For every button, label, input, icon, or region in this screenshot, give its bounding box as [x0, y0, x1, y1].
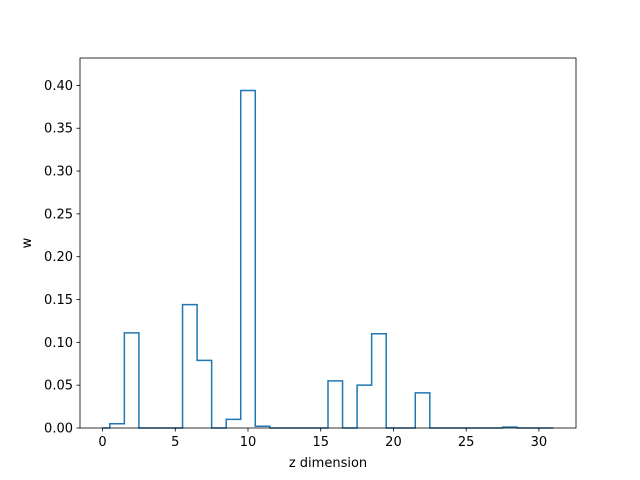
y-tick-label: 0.05 — [44, 379, 73, 394]
y-tick-label: 0.40 — [44, 79, 73, 94]
y-tick-label: 0.25 — [44, 207, 73, 222]
axes: 0 5 10 15 20 25 30 0.00 0.05 0.10 0.15 0.20 0.25 0.30… — [44, 57, 577, 450]
y-tick-label: 0.20 — [44, 250, 73, 265]
y-tick-label: 0.10 — [44, 336, 73, 351]
x-tick-label: 15 — [312, 435, 329, 450]
y-tick-label: 0.00 — [44, 422, 73, 437]
x-tick-label: 30 — [531, 435, 548, 450]
x-axis-label: z dimension — [289, 456, 367, 471]
y-axis-label: w — [20, 237, 35, 248]
y-tick-label: 0.35 — [44, 122, 73, 137]
plot-frame — [79, 57, 577, 429]
x-tick-label: 20 — [385, 435, 402, 450]
x-tick-label: 25 — [458, 435, 475, 450]
y-tick-label: 0.30 — [44, 165, 73, 180]
x-tick-label: 5 — [171, 435, 179, 450]
x-tick-label: 10 — [240, 435, 257, 450]
x-tick-label: 0 — [98, 435, 106, 450]
y-tick-label: 0.15 — [44, 293, 73, 308]
series-step-line — [102, 89, 554, 429]
plot-area — [102, 89, 554, 429]
